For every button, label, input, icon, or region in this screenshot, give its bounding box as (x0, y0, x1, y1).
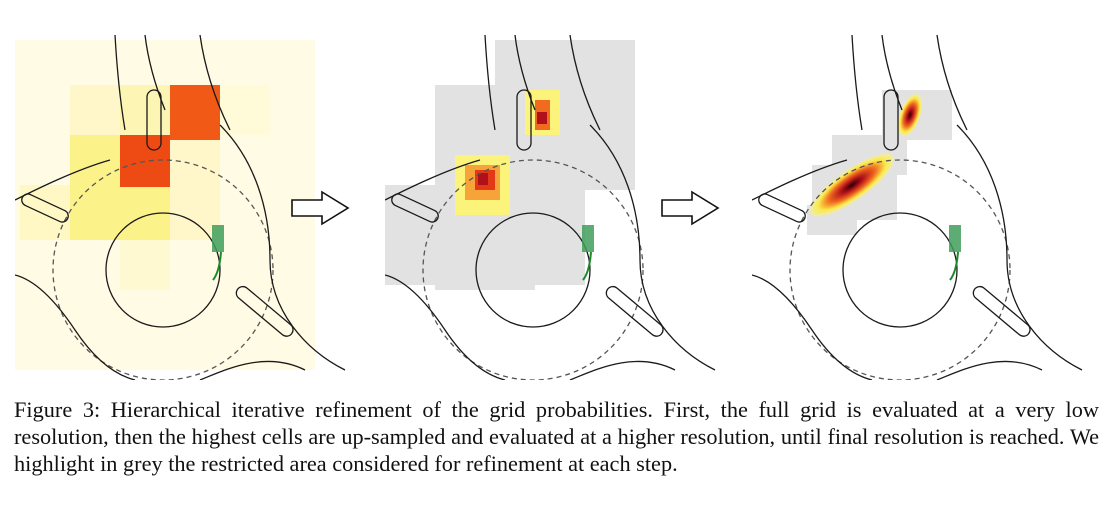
vehicle (949, 225, 961, 281)
arrow-right-icon (661, 190, 720, 226)
roundabout-roads (752, 34, 1083, 380)
panel-coarse-grid (15, 34, 346, 380)
panel-final-grid (752, 34, 1083, 380)
panel-mid-grid (385, 34, 716, 380)
heatmap-final (810, 94, 923, 217)
heatmap-coarse (15, 40, 315, 370)
figure-caption: Figure 3: Hierarchical iterative refinem… (14, 397, 1099, 476)
roundabout-roads (385, 34, 716, 380)
cell-high (170, 85, 220, 140)
arrow-right-icon (291, 190, 350, 226)
vehicle (582, 225, 594, 281)
figure (15, 34, 1083, 380)
vehicle (212, 225, 224, 281)
roundabout-roads (15, 34, 346, 380)
